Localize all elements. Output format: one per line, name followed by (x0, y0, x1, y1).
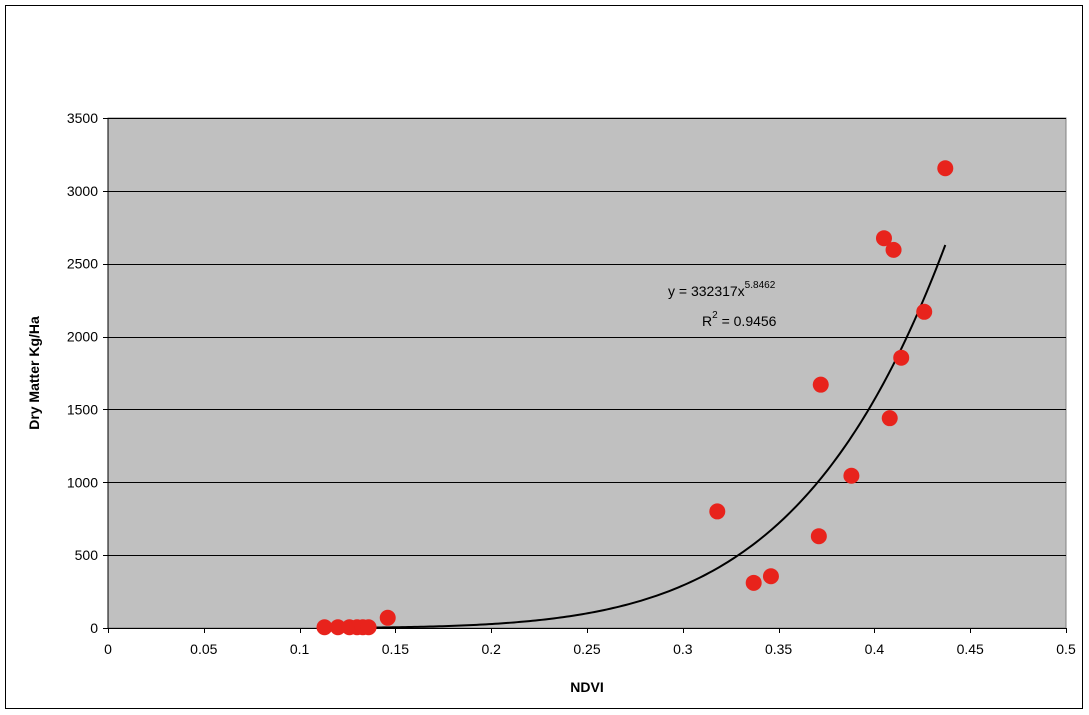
data-point-0-0 (316, 619, 333, 636)
y-tick-label-5: 2500 (67, 256, 98, 272)
gridlines (108, 118, 1066, 556)
x-tick-label-7: 0.35 (765, 641, 792, 657)
y-tick-label-1: 500 (75, 547, 99, 563)
axes: 0 500 1000 1500 2000 2500 3000 3500 0 0.05 0.1 0.15… (67, 110, 1076, 657)
data-point-0-9 (762, 568, 779, 585)
y-tick-label-3: 1500 (67, 401, 98, 417)
trendline-equation-main: y = 332317x (668, 283, 745, 299)
x-tick-label-5: 0.25 (573, 641, 600, 657)
x-axis-title: NDVI (570, 679, 603, 695)
y-tick-label-0: 0 (90, 620, 98, 636)
labels: y = 332317x5.8462 R2 = 0.9456 NDVI Dry M… (26, 280, 777, 695)
y-tick-label-2: 1000 (67, 474, 98, 490)
trendline (324, 244, 947, 629)
data-points (316, 160, 954, 636)
r-squared-exponent: 2 (712, 310, 718, 321)
trendline-equation: y = 332317x5.8462 (668, 280, 776, 299)
data-point-0-18 (937, 160, 954, 177)
r-squared-value: = 0.9456 (718, 313, 777, 329)
data-point-0-6 (379, 609, 396, 626)
data-point-0-15 (885, 241, 902, 258)
x-tick-label-4: 0.2 (481, 641, 501, 657)
data-point-0-13 (875, 230, 892, 247)
data-point-0-17 (916, 303, 933, 320)
trendline-layer (324, 244, 947, 629)
x-tick-label-1: 0.05 (190, 641, 217, 657)
y-tick-label-7: 3500 (67, 110, 98, 126)
y-axis-title: Dry Matter Kg/Ha (26, 316, 42, 430)
data-point-0-12 (843, 467, 860, 484)
data-point-0-7 (709, 503, 726, 520)
x-tick-label-2: 0.1 (290, 641, 310, 657)
plot-area (107, 117, 1067, 629)
trendline-r-squared: R2 = 0.9456 (702, 310, 777, 329)
data-point-0-10 (810, 528, 827, 545)
trendline-equation-exponent: 5.8462 (745, 280, 776, 291)
x-tick-label-0: 0 (104, 641, 112, 657)
data-point-0-5 (360, 619, 377, 636)
r-squared-prefix: R (702, 313, 712, 329)
data-point-0-11 (812, 376, 829, 393)
data-point-0-1 (329, 619, 346, 636)
x-tick-label-10: 0.5 (1056, 641, 1076, 657)
x-tick-label-9: 0.45 (957, 641, 984, 657)
data-point-0-14 (881, 410, 898, 427)
x-tick-label-6: 0.3 (673, 641, 693, 657)
x-tick-label-3: 0.15 (382, 641, 409, 657)
y-tick-label-4: 2000 (67, 329, 98, 345)
data-point-0-8 (745, 574, 762, 591)
data-point-0-16 (893, 349, 910, 366)
y-tick-label-6: 3000 (67, 183, 98, 199)
x-tick-label-8: 0.4 (865, 641, 885, 657)
